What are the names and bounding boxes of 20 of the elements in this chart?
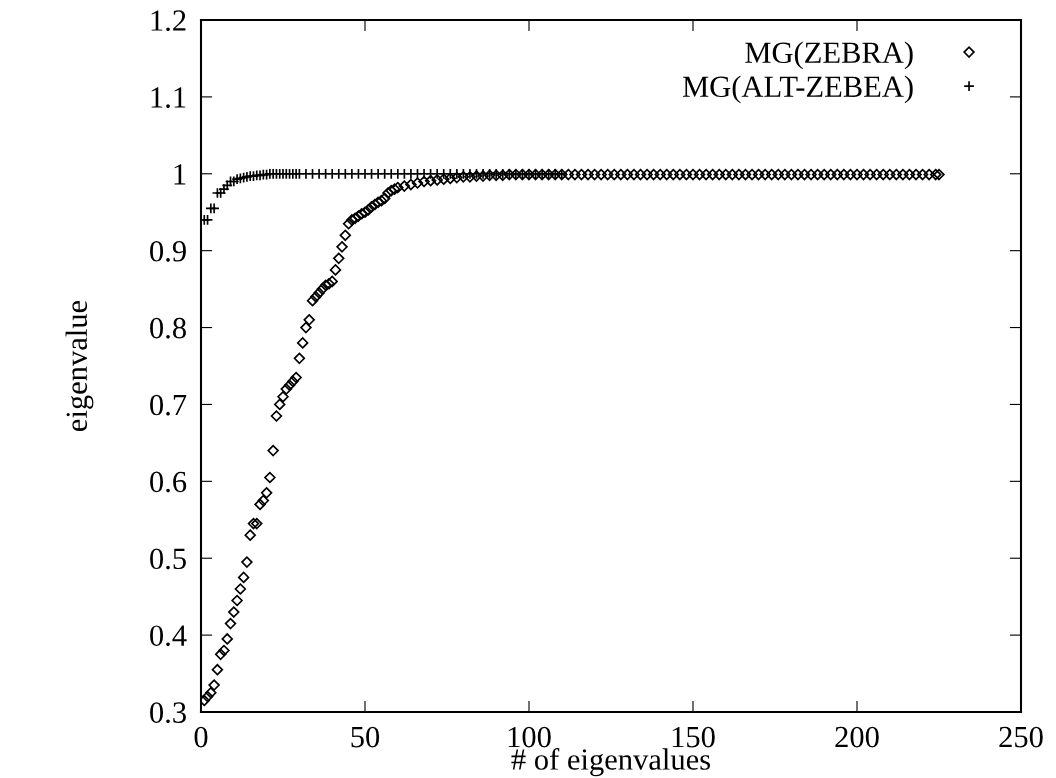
legend-label: MG(ALT-ZEBEA) <box>682 75 913 104</box>
y-tick-label: 0.6 <box>150 471 187 493</box>
x-axis-title: # of eigenvalues <box>511 748 711 777</box>
y-tick-label: 0.4 <box>150 625 187 647</box>
legend-label: MG(ZEBRA) <box>745 41 913 70</box>
y-tick-label: 0.3 <box>150 702 186 724</box>
x-tick-label: 250 <box>999 726 1043 748</box>
x-tick-label: 50 <box>351 726 380 748</box>
y-tick-label: 1.2 <box>151 10 186 32</box>
x-tick-label: 0 <box>194 726 208 748</box>
y-tick-label: 1 <box>174 164 186 185</box>
y-tick-label: 0.9 <box>150 240 186 262</box>
y-axis-title: eigenvalue <box>65 300 94 431</box>
x-tick-label: 100 <box>508 726 551 748</box>
y-tick-label: 0.8 <box>150 317 186 339</box>
x-tick-label: 150 <box>672 726 715 748</box>
x-tick-label: 200 <box>835 726 879 748</box>
y-tick-label: 0.7 <box>150 394 187 416</box>
y-tick-label: 1.1 <box>151 87 186 108</box>
y-tick-label: 0.5 <box>150 548 186 570</box>
